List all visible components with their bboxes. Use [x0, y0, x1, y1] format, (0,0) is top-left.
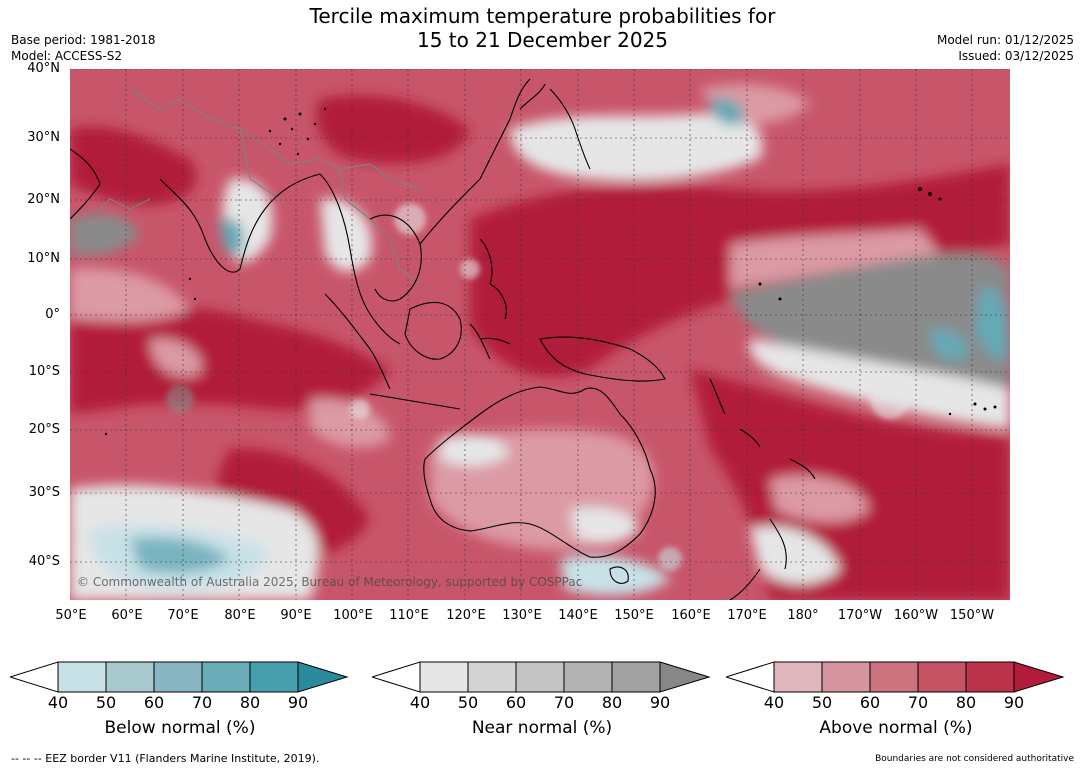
colorbar-near-cell — [419, 661, 469, 693]
lon-label-150e: 150°E — [614, 608, 654, 623]
issued-date: Issued: 03/12/2025 — [958, 49, 1074, 63]
colorbar-below — [10, 661, 349, 693]
country-borders — [89, 88, 421, 285]
lat-label-10s: 10°S — [28, 364, 60, 379]
colorbar-above-tick: 60 — [859, 693, 881, 712]
colorbar-below-tick: 80 — [239, 693, 261, 712]
meta-left: Base period: 1981-2018 Model: ACCESS-S2 — [11, 32, 156, 64]
colorbar-near-tick: 80 — [601, 693, 623, 712]
colorbar-near-cell — [467, 661, 517, 693]
lon-label-50e: 50°E — [55, 608, 87, 623]
probability-map: © Commonwealth of Australia 2025, Bureau… — [70, 69, 1010, 600]
colorbar-above-cell — [773, 661, 823, 693]
colorbar-below-cell — [249, 661, 299, 693]
colorbar-below-cells — [57, 661, 299, 693]
colorbar-near-title: Near normal (%) — [471, 718, 613, 738]
copyright-note: © Commonwealth of Australia 2025, Bureau… — [77, 575, 583, 589]
lat-label-40s: 40°S — [28, 554, 60, 569]
lat-label-30s: 30°S — [28, 485, 60, 500]
colorbar-above-tick: 70 — [907, 693, 929, 712]
lon-label-60e: 60°E — [111, 608, 143, 623]
lat-label-20n: 20°N — [27, 192, 60, 207]
lon-label-70e: 70°E — [167, 608, 199, 623]
colorbar-below-min-arrow — [10, 661, 59, 693]
colorbar-below-title: Below normal (%) — [104, 718, 256, 738]
lat-label-0: 0° — [45, 307, 60, 322]
map-title-line2: 15 to 21 December 2025 — [416, 28, 668, 52]
colorbar-near-min-arrow — [372, 661, 421, 693]
colorbar-below-tick: 60 — [143, 693, 165, 712]
lon-label-160e: 160°E — [671, 608, 711, 623]
lon-label-80e: 80°E — [224, 608, 256, 623]
base-period: Base period: 1981-2018 — [11, 33, 156, 47]
coastlines — [70, 78, 816, 600]
lat-label-30n: 30°N — [27, 130, 60, 145]
lon-label-170w: 170°W — [837, 608, 883, 623]
colorbar-near-cell — [563, 661, 613, 693]
lon-label-90e: 90°E — [280, 608, 312, 623]
colorbar-above-tick: 40 — [763, 693, 785, 712]
boundaries-disclaimer: Boundaries are not considered authoritat… — [875, 754, 1074, 764]
map-canvas — [70, 69, 1010, 600]
lat-label-40n: 40°N — [27, 61, 60, 76]
lon-label-120e: 120°E — [446, 608, 486, 623]
colorbar-above-title: Above normal (%) — [819, 718, 973, 738]
colorbar-below-cell — [57, 661, 107, 693]
colorbar-near — [372, 661, 711, 693]
lon-label-180: 180° — [787, 608, 819, 623]
colorbar-near-cell — [611, 661, 661, 693]
colorbar-near-tick: 70 — [553, 693, 575, 712]
colorbar-above-cell — [821, 661, 871, 693]
colorbar-near-tick: 40 — [409, 693, 431, 712]
probability-shading — [70, 84, 1010, 600]
model-name: Model: ACCESS-S2 — [11, 49, 123, 63]
small-islands — [104, 107, 997, 436]
lon-label-140e: 140°E — [558, 608, 598, 623]
colorbar-above-cells — [773, 661, 1015, 693]
colorbar-below-cell — [201, 661, 251, 693]
colorbar-below-max-arrow — [297, 661, 349, 693]
lon-label-150w: 150°W — [949, 608, 995, 623]
lon-label-170e: 170°E — [727, 608, 767, 623]
grid-lines — [70, 69, 1010, 600]
colorbar-above-cell — [917, 661, 967, 693]
colorbar-above-cell — [965, 661, 1015, 693]
colorbar-near-tick: 50 — [457, 693, 479, 712]
colorbar-near-cell — [515, 661, 565, 693]
colorbar-below-tick: 50 — [95, 693, 117, 712]
colorbar-near-tick: 90 — [649, 693, 671, 712]
colorbar-above — [726, 661, 1065, 693]
colorbar-near-max-arrow — [659, 661, 711, 693]
lon-label-110e: 110°E — [389, 608, 429, 623]
colorbar-near-cells — [419, 661, 661, 693]
fine-shading — [166, 203, 910, 571]
colorbar-below-tick: 90 — [287, 693, 309, 712]
meta-right: Model run: 01/12/2025 Issued: 03/12/2025 — [937, 32, 1074, 64]
eez-note: -- -- -- EEZ border V11 (Flanders Marine… — [11, 752, 320, 765]
colorbar-above-max-arrow — [1013, 661, 1065, 693]
colorbar-below-cell — [105, 661, 155, 693]
colorbar-above-tick: 80 — [955, 693, 977, 712]
lon-label-160w: 160°W — [893, 608, 939, 623]
colorbar-below-tick: 40 — [47, 693, 69, 712]
lat-label-20s: 20°S — [28, 422, 60, 437]
map-title-line1: Tercile maximum temperature probabilitie… — [309, 4, 776, 28]
colorbar-above-tick: 50 — [811, 693, 833, 712]
colorbar-below-cell — [153, 661, 203, 693]
lon-label-100e: 100°E — [333, 608, 373, 623]
lon-label-130e: 130°E — [502, 608, 542, 623]
model-run: Model run: 01/12/2025 — [936, 33, 1074, 47]
colorbar-above-tick: 90 — [1003, 693, 1025, 712]
lat-label-10n: 10°N — [27, 251, 60, 266]
colorbar-above-cell — [869, 661, 919, 693]
colorbar-near-tick: 60 — [505, 693, 527, 712]
colorbar-above-min-arrow — [726, 661, 775, 693]
map-title: Tercile maximum temperature probabilitie… — [0, 4, 1085, 52]
colorbar-below-tick: 70 — [191, 693, 213, 712]
